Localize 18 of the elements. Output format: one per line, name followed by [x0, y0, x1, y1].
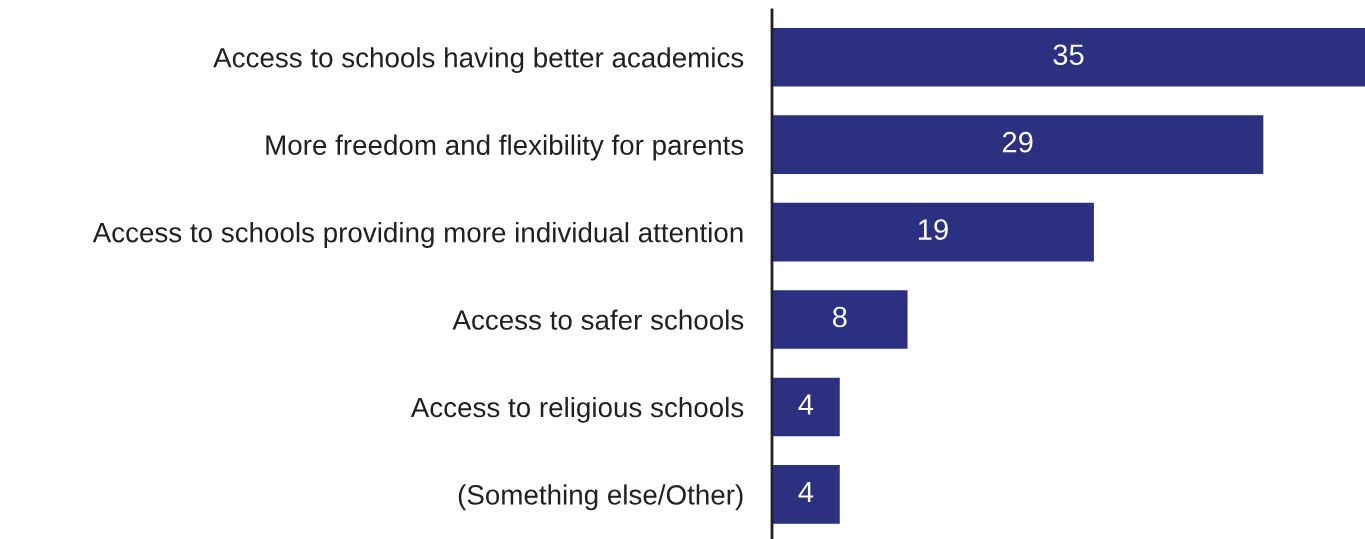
- y-tick-label: Access to schools providing more individual attention: [92, 222, 743, 248]
- data-label: 4: [798, 481, 814, 502]
- y-tick-label: Access to safer schools: [452, 309, 744, 330]
- data-label: 29: [1002, 131, 1033, 153]
- y-tick-label: Access to religious schools: [410, 396, 744, 423]
- bar: [772, 290, 908, 349]
- y-tick-label: Access to schools having better academics: [213, 47, 744, 74]
- bar: [772, 465, 840, 524]
- data-label: 19: [918, 219, 948, 240]
- data-label: 4: [798, 394, 814, 415]
- bar: [772, 115, 1264, 174]
- data-label: 8: [832, 306, 847, 328]
- y-tick-label: (Something else/Other): [458, 484, 743, 511]
- bar: [772, 27, 1365, 87]
- data-label: 35: [1053, 44, 1084, 66]
- y-tick-label: More freedom and flexibility for parents: [266, 134, 744, 161]
- bar: [772, 202, 1094, 262]
- bar: [772, 377, 840, 437]
